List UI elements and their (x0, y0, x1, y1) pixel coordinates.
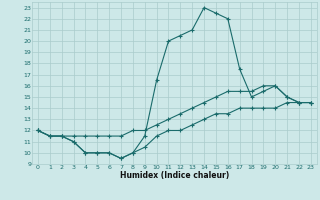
X-axis label: Humidex (Indice chaleur): Humidex (Indice chaleur) (120, 171, 229, 180)
